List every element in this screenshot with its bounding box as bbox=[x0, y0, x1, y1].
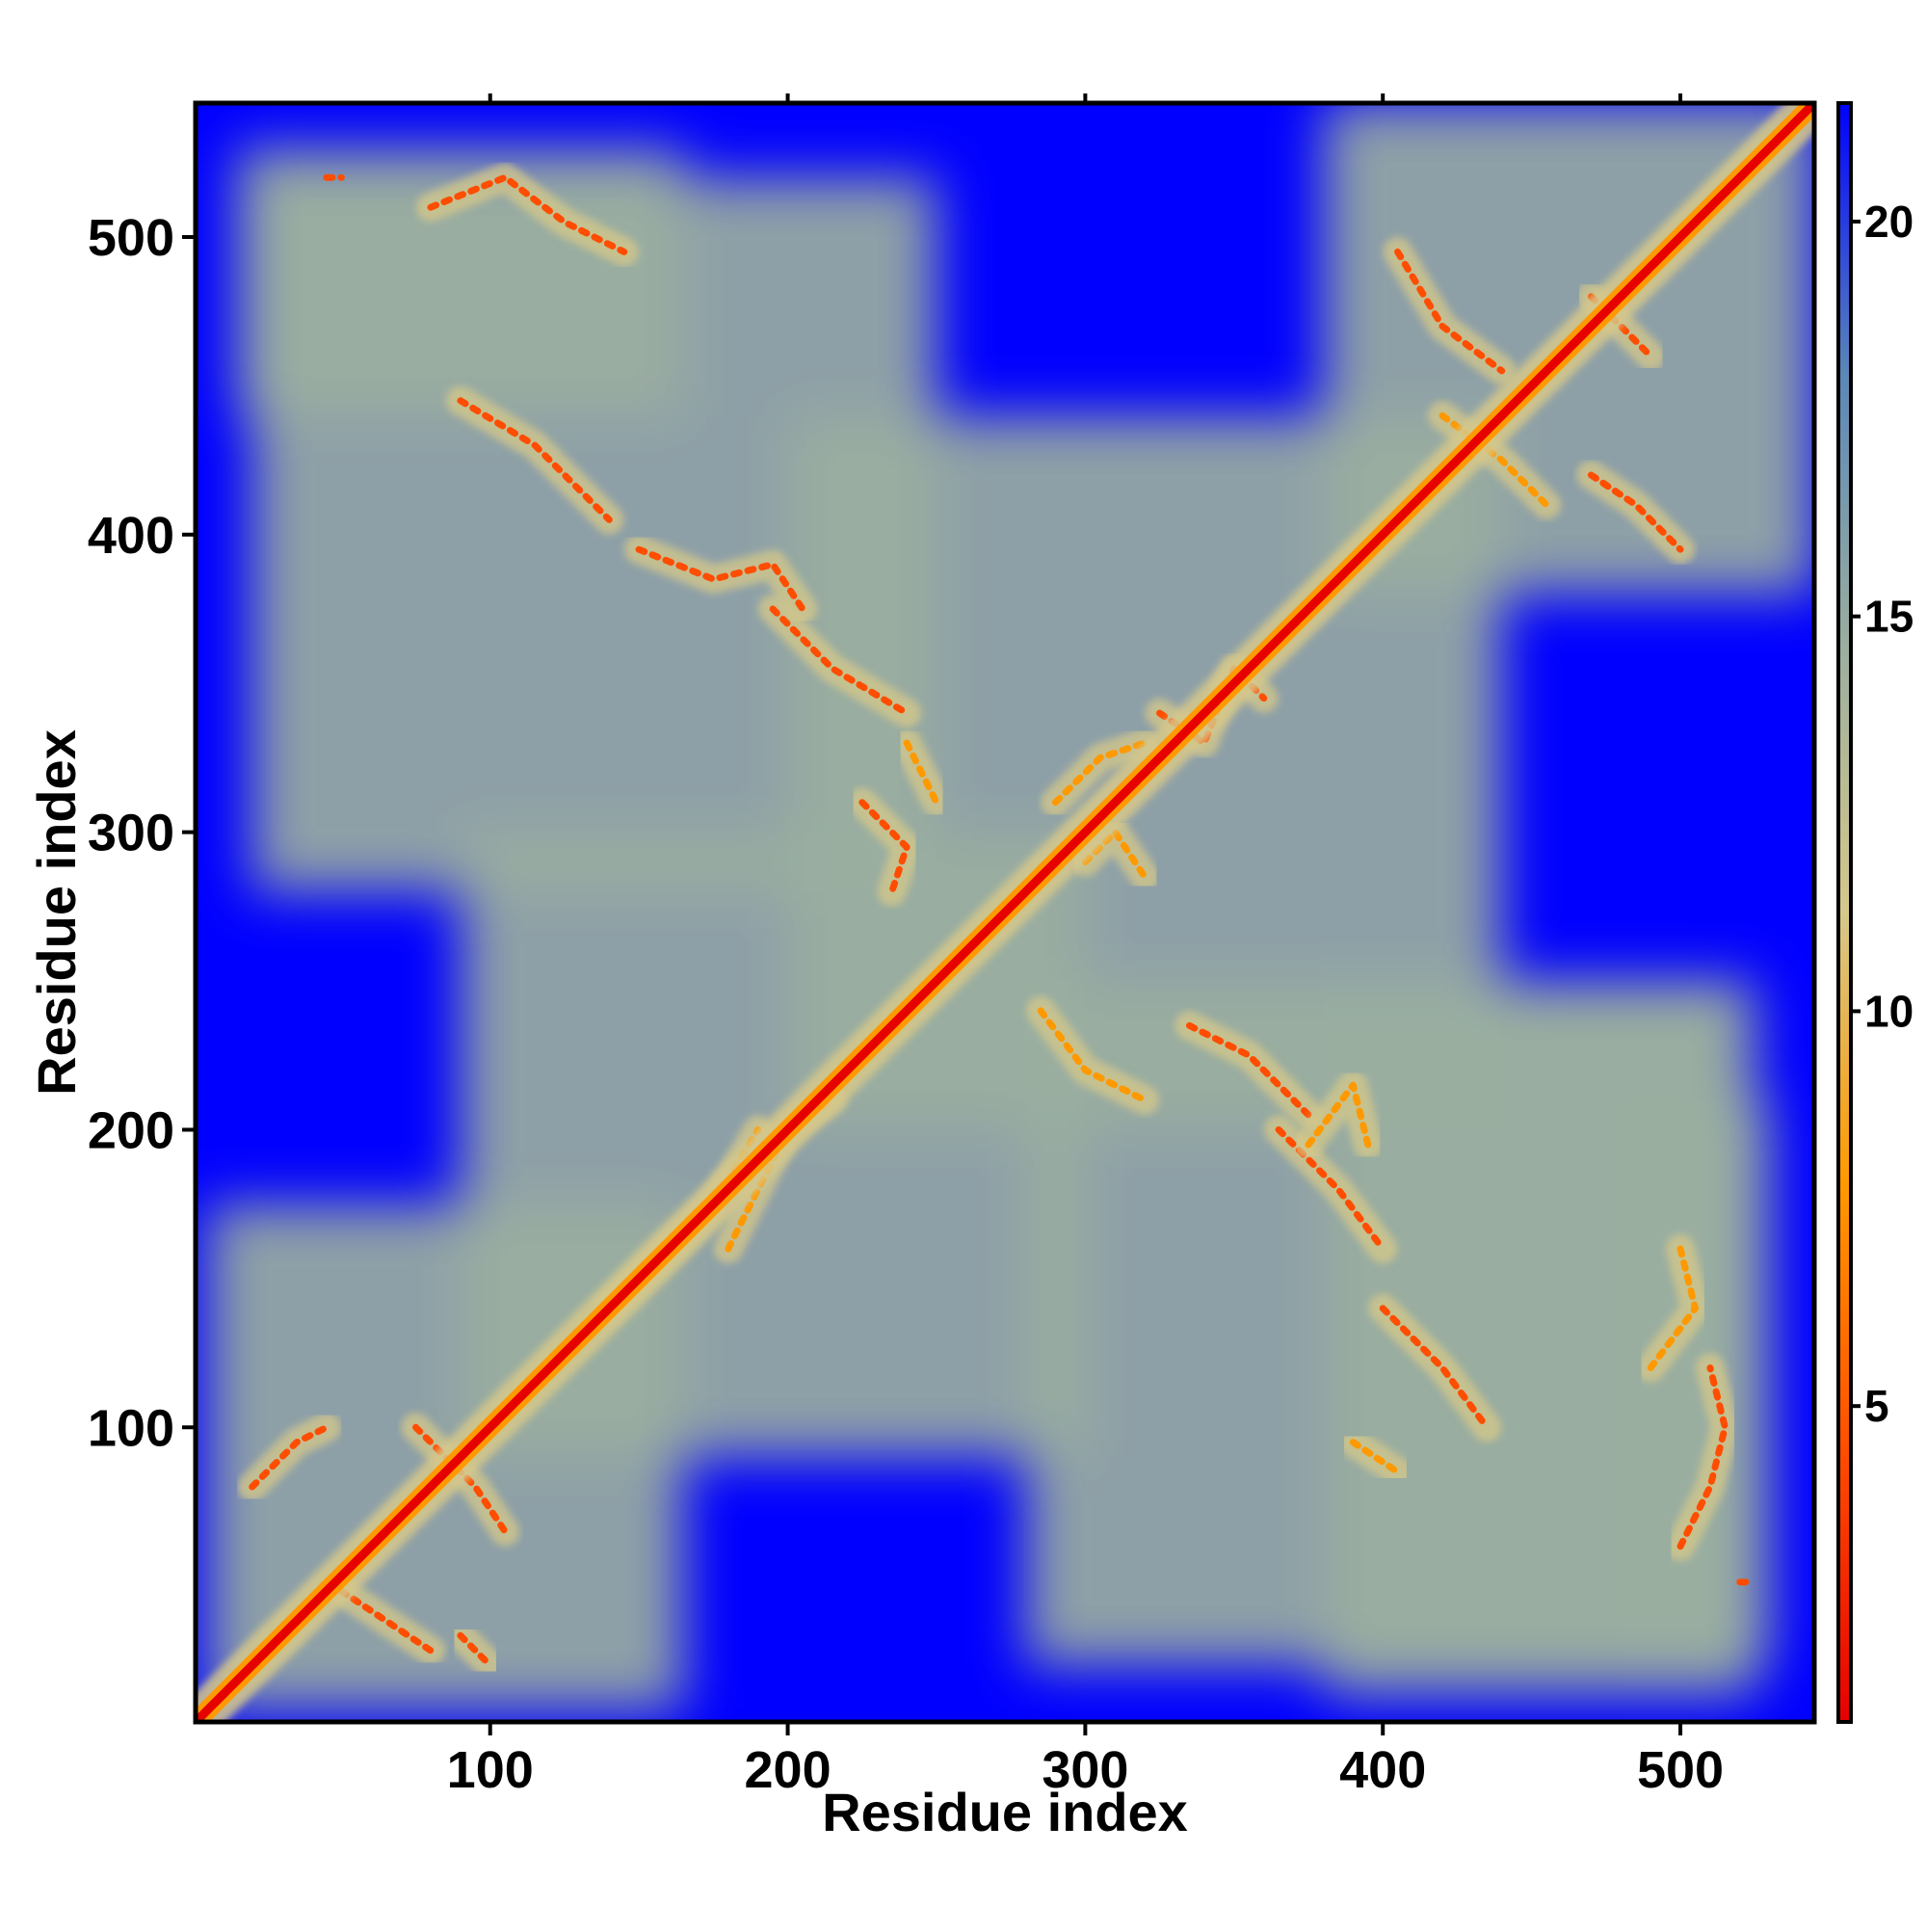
x-axis-label: Residue index bbox=[822, 1782, 1188, 1842]
colorbar-tick-label: 15 bbox=[1864, 592, 1914, 642]
contact-segment bbox=[1394, 248, 1506, 375]
colorbar-gradient bbox=[1836, 101, 1853, 1724]
y-tick-label: 500 bbox=[88, 209, 174, 267]
y-tick-label: 200 bbox=[88, 1101, 174, 1159]
colorbar-tick-label: 10 bbox=[1864, 986, 1914, 1036]
diagonal-line bbox=[196, 103, 1814, 1722]
colorbar-tick-label: 5 bbox=[1864, 1381, 1889, 1431]
y-tick-label: 300 bbox=[88, 805, 174, 862]
x-tick-label: 200 bbox=[745, 1741, 832, 1799]
contact-segment bbox=[769, 605, 911, 717]
x-tick-label: 100 bbox=[447, 1741, 534, 1799]
contact-segment bbox=[1647, 1245, 1699, 1371]
contact-segment bbox=[1052, 739, 1148, 807]
y-tick-label: 400 bbox=[88, 507, 174, 565]
contact-segment bbox=[457, 1631, 494, 1669]
contact-segment bbox=[1587, 471, 1684, 553]
contact-segment bbox=[412, 1423, 509, 1535]
x-tick-label: 500 bbox=[1637, 1741, 1724, 1799]
plot-frame bbox=[193, 100, 1817, 1725]
axes: 100 200 300 400 500 100 200 300 400 500 bbox=[88, 93, 1724, 1799]
colorbar: 5 10 15 20 bbox=[1836, 101, 1914, 1724]
contact-segment bbox=[1676, 1364, 1729, 1550]
contact-segment bbox=[858, 799, 911, 895]
contact-segment bbox=[457, 397, 613, 523]
contact-segment bbox=[1186, 1021, 1312, 1119]
contact-segment bbox=[1037, 1007, 1148, 1104]
contact-segment bbox=[1305, 1081, 1372, 1149]
contact-segment bbox=[1379, 1305, 1491, 1431]
contact-segment bbox=[1439, 411, 1550, 509]
heatmap-plot-area bbox=[196, 103, 1814, 1722]
x-tick-label: 300 bbox=[1042, 1741, 1128, 1799]
contact-segment bbox=[903, 739, 940, 807]
y-tick-label: 100 bbox=[88, 1399, 174, 1457]
contact-segment bbox=[1349, 1439, 1402, 1476]
contact-segment bbox=[427, 173, 628, 255]
contact-segment bbox=[249, 1423, 330, 1491]
x-tick-label: 400 bbox=[1339, 1741, 1426, 1799]
colorbar-tick-label: 20 bbox=[1864, 197, 1914, 247]
contact-segment bbox=[635, 545, 806, 613]
y-axis-label: Residue index bbox=[26, 729, 87, 1096]
contact-segment bbox=[337, 1587, 435, 1654]
